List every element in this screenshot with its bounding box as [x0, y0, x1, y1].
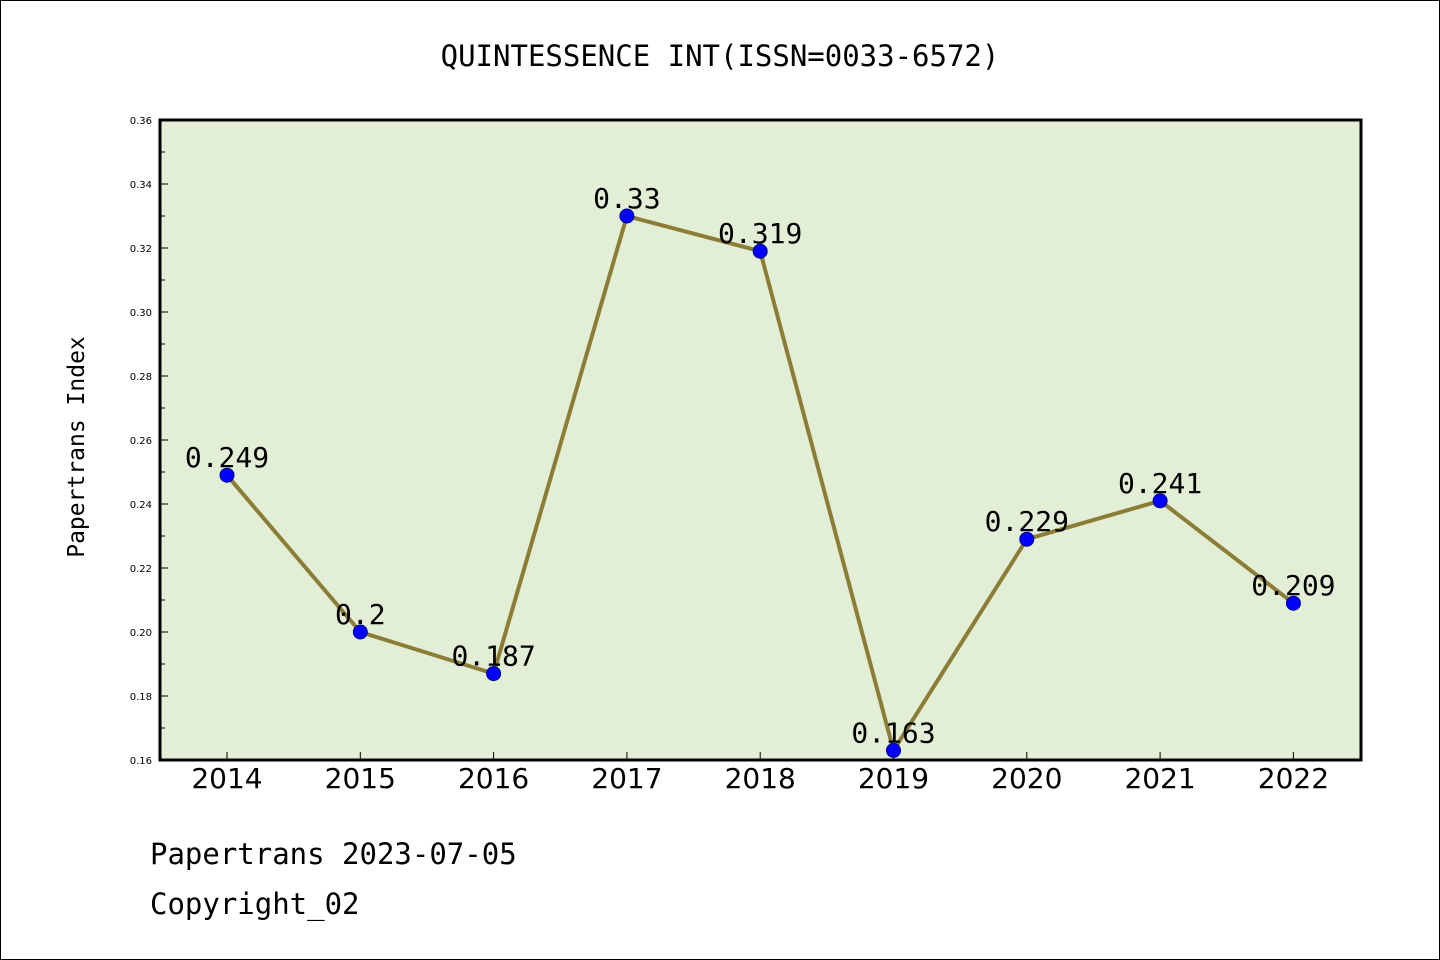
- footer-copyright: Copyright_02: [150, 887, 360, 922]
- data-point: [1152, 493, 1168, 509]
- series-layer: [219, 208, 1301, 758]
- y-tick-label: 0.26: [130, 436, 152, 447]
- y-axis-label: Papertrans Index: [64, 336, 90, 558]
- x-tick-label: 2015: [325, 762, 396, 795]
- x-tick-label: 2022: [1258, 762, 1329, 795]
- data-label: 0.319: [718, 217, 802, 250]
- y-tick-label: 0.20: [130, 628, 152, 639]
- data-point: [352, 624, 368, 640]
- x-tick-label: 2018: [725, 762, 796, 795]
- x-tick-label: 2017: [591, 762, 662, 795]
- y-tick-label: 0.18: [130, 692, 152, 703]
- x-tick-label: 2014: [191, 762, 262, 795]
- data-label: 0.187: [451, 640, 535, 673]
- y-tick-label: 0.30: [130, 308, 152, 319]
- data-label: 0.33: [593, 182, 660, 215]
- x-axis-ticks: 2014 2015 2016 2017 2018 2019 2020 2021 2022: [191, 752, 1329, 795]
- x-tick-label: 2016: [458, 762, 529, 795]
- plot-area: [158, 118, 1363, 762]
- data-label: 0.2: [335, 598, 386, 631]
- data-point: [1285, 595, 1301, 611]
- x-tick-label: 2019: [858, 762, 929, 795]
- data-point: [886, 742, 901, 758]
- data-label: 0.163: [851, 716, 935, 749]
- chart-title: QUINTESSENCE INT(ISSN=0033-6572): [441, 39, 1000, 73]
- y-tick-label: 0.32: [130, 244, 152, 255]
- data-labels-layer: 0.249 0.2 0.187 0.33 0.319 0.163 0.229 0.241 0.2…: [185, 182, 1336, 749]
- data-point: [219, 467, 235, 483]
- data-point: [486, 666, 502, 682]
- y-tick-label: 0.24: [130, 500, 152, 511]
- y-axis-ticks: 0.16 0.18 0.20 0.22 0.24 0.26 0.28 0.30 0.32 0.34…: [130, 116, 168, 767]
- footer-date: Papertrans 2023-07-05: [150, 837, 517, 871]
- data-point: [752, 243, 768, 259]
- data-label: 0.249: [185, 441, 269, 474]
- y-tick-label: 0.34: [130, 180, 152, 191]
- y-tick-label: 0.22: [130, 564, 152, 575]
- data-label: 0.229: [985, 505, 1069, 538]
- data-label: 0.209: [1251, 569, 1335, 602]
- y-tick-label: 0.28: [130, 372, 152, 383]
- y-tick-label: 0.16: [130, 756, 152, 767]
- data-label: 0.241: [1118, 467, 1202, 500]
- x-tick-label: 2020: [991, 762, 1062, 795]
- y-tick-label: 0.36: [130, 116, 152, 127]
- x-tick-label: 2021: [1124, 762, 1195, 795]
- data-point: [1019, 531, 1035, 547]
- data-point: [619, 208, 635, 224]
